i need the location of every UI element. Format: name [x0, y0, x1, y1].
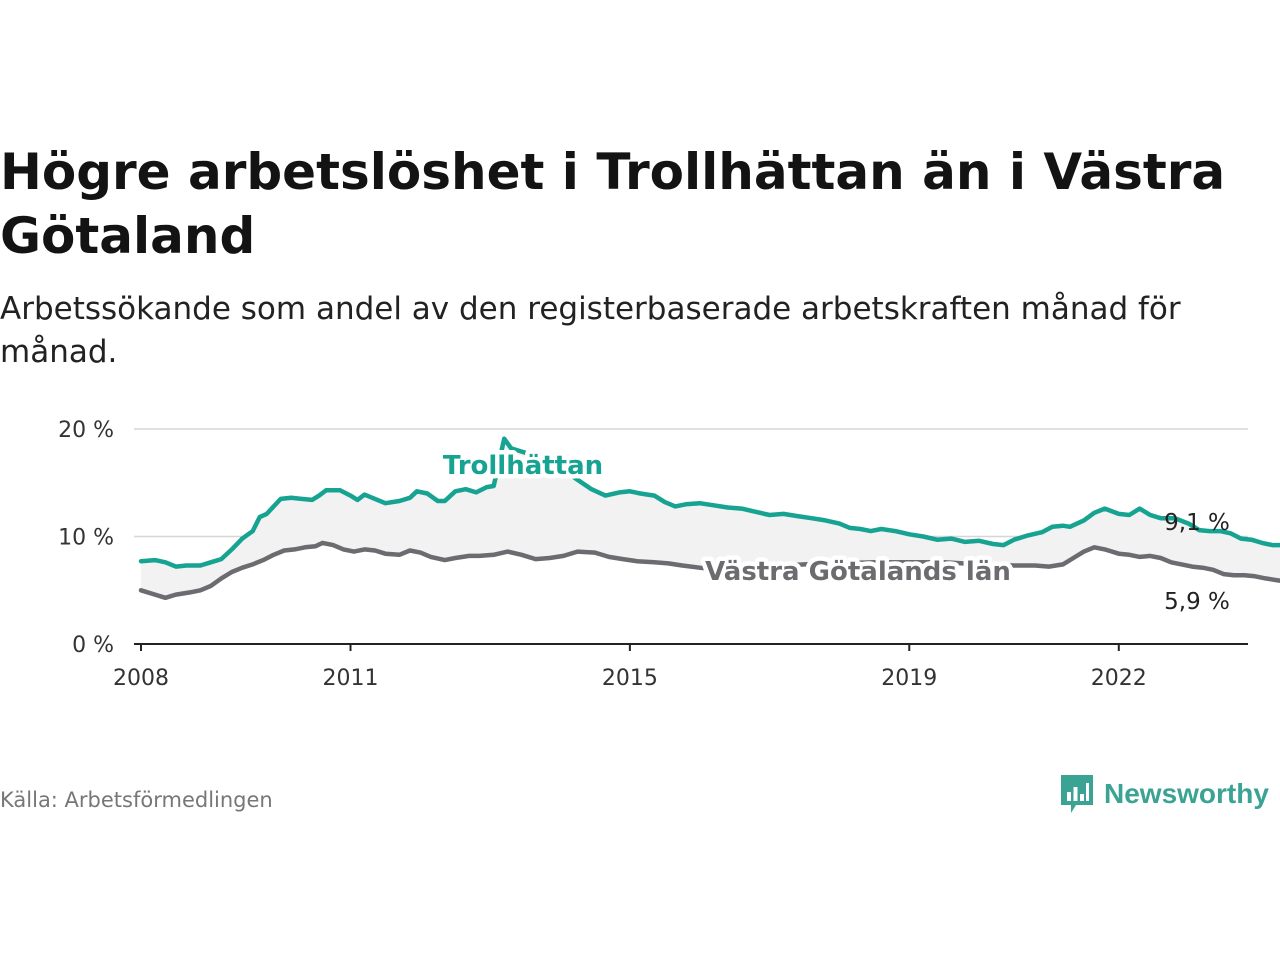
newsworthy-logo-icon: [1061, 775, 1093, 813]
series-line-trollhattan: [138, 436, 1280, 569]
x-tick-label: 2019: [881, 666, 937, 691]
y-tick-label: 0 %: [72, 633, 114, 658]
series-line-vastra-gotaland: [138, 540, 1280, 601]
series-label: Västra Götalands län: [705, 557, 1011, 587]
source-note: Källa: Arbetsförmedlingen: [0, 788, 273, 812]
y-tick-label: 10 %: [58, 526, 114, 551]
axes: 0 % 10 % 20 % 2008 2011 2015 2019 2022: [58, 418, 1248, 691]
brand-name: Newsworthy: [1104, 778, 1269, 809]
series-labels: Trollhättan Västra Götalands län 9,1 % 5,9 …: [438, 447, 1230, 616]
line-chart: Trollhättan Västra Götalands län 9,1 % 5,9 …: [58, 418, 1280, 691]
x-tick-label: 2015: [602, 666, 658, 691]
x-tick-label: 2022: [1091, 666, 1147, 691]
end-value-label: 9,1 %: [1164, 510, 1230, 536]
gap-band: [140, 438, 1280, 598]
chart-title: Högre arbetslöshet i Trollhättan än i Vä…: [0, 143, 1226, 265]
series-lines: [138, 436, 1280, 601]
end-value-label: 5,9 %: [1164, 589, 1230, 615]
y-tick-label: 20 %: [58, 418, 114, 443]
area-between-series: [140, 438, 1280, 598]
series-label: Trollhättan: [443, 451, 603, 481]
chart-subtitle: Arbetssökande som andel av den registerb…: [0, 291, 1181, 370]
brand-logo: Newsworthy: [1058, 772, 1269, 816]
x-tick-label: 2011: [323, 666, 379, 691]
x-tick-label: 2008: [113, 666, 169, 691]
